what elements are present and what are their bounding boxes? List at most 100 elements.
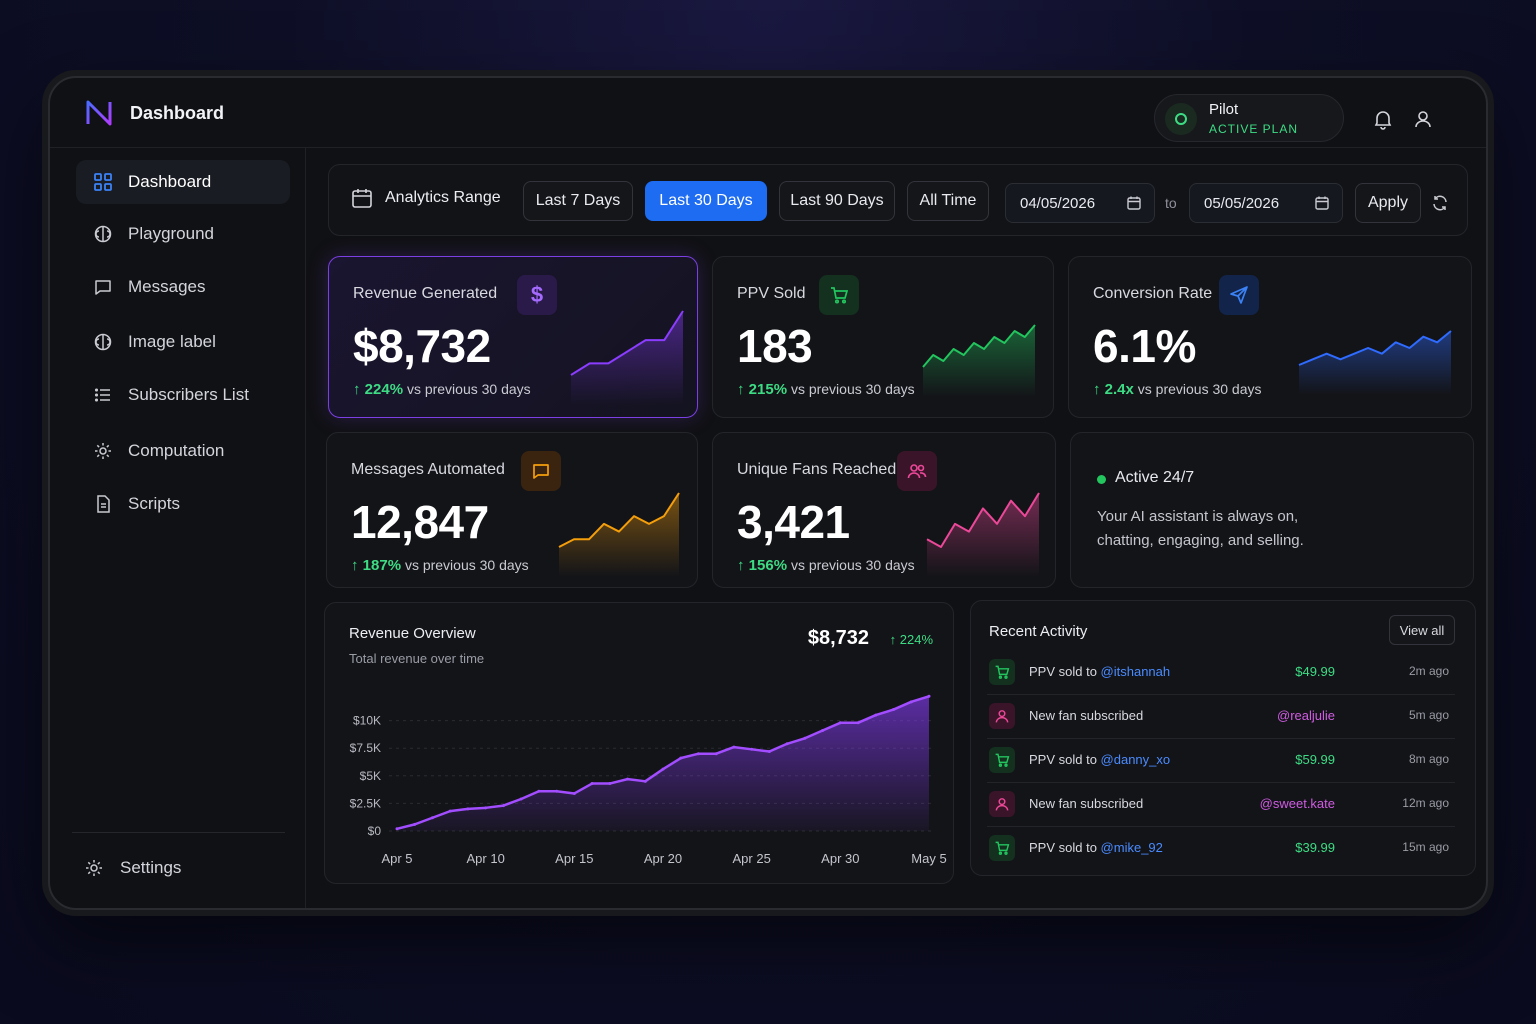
y-tick-label: $5K [360,769,381,783]
active-status-card: Active 24/7 Your AI assistant is always … [1070,432,1474,588]
last-30-days-button[interactable]: Last 30 Days [645,181,767,221]
user-handle-link[interactable]: @danny_xo [1100,752,1171,767]
revenue-point [537,789,541,793]
revenue-sparkline [570,310,684,405]
view-all-button[interactable]: View all [1389,615,1455,645]
conversion-sparkline [1298,330,1452,395]
sidebar-item-subscribers-list[interactable]: Subscribers List [76,373,290,417]
revenue-point [803,736,807,740]
start-date-value: 04/05/2026 [1020,194,1096,212]
activity-row[interactable]: PPV sold to @danny_xo $59.99 8m ago [987,739,1455,783]
sidebar-item-scripts[interactable]: Scripts [76,482,290,526]
calendar-icon [352,189,372,208]
user-handle-link[interactable]: @itshannah [1100,664,1171,679]
end-date-input[interactable]: 05/05/2026 [1189,183,1343,223]
end-date-value: 05/05/2026 [1204,194,1280,212]
active-title: Active 24/7 [1115,469,1195,486]
user-handle-link[interactable]: @mike_92 [1100,840,1163,855]
sidebar-item-image-label[interactable]: Image label [76,320,290,364]
messages-automated-card[interactable]: Messages Automated 12,847 ↑ 187% vs prev… [326,432,698,588]
revenue-point [696,752,700,756]
sidebar-item-playground[interactable]: Playground [76,212,290,256]
sparkline-area [927,493,1039,577]
revenue-generated-card[interactable]: Revenue Generated $ $8,732 ↑ 224% vs pre… [328,256,698,418]
card-value: 12,847 [351,496,489,548]
revenue-point [892,708,896,712]
plan-badge[interactable]: Pilot ACTIVE PLAN [1154,94,1344,142]
analytics-range-bar: Analytics Range Last 7 Days Last 30 Days… [328,164,1468,236]
conversion-rate-card[interactable]: Conversion Rate 6.1% ↑ 2.4x vs previous … [1068,256,1472,418]
messages-sparkline [558,492,680,577]
all-time-button[interactable]: All Time [907,181,989,221]
settings-button[interactable]: Settings [72,848,181,888]
sidebar-item-computation[interactable]: Computation [76,429,290,473]
last-90-days-button[interactable]: Last 90 Days [779,181,895,221]
sparkline-line [558,492,680,548]
last-7-days-button[interactable]: Last 7 Days [523,181,633,221]
activity-row[interactable]: New fan subscribed @sweet.kate 12m ago [987,783,1455,827]
chart-title: Revenue Overview [349,625,476,642]
to-label: to [1165,195,1177,211]
revenue-point [626,777,630,781]
calendar-icon[interactable] [1126,195,1142,211]
range-label-text: Analytics Range [385,189,501,206]
revenue-point [395,827,399,831]
recent-activity-panel: Recent Activity View all PPV sold to @it… [970,600,1476,876]
activity-amount: $59.99 [1295,752,1335,767]
y-tick-label: $10K [353,714,381,728]
cart-icon [819,275,859,315]
revenue-point [661,767,665,771]
ppv-sold-card[interactable]: PPV Sold 183 ↑ 215% vs previous 30 days [712,256,1054,418]
refresh-icon[interactable] [1431,194,1449,212]
sidebar-item-label: Image label [128,332,216,351]
list-icon [92,384,114,406]
sidebar-item-messages[interactable]: Messages [76,265,290,309]
brain-icon [92,331,114,353]
grid-icon [92,171,114,193]
activity-row[interactable]: PPV sold to @itshannah $49.99 2m ago [987,651,1455,695]
revenue-point [413,822,417,826]
activity-handle: @realjulie [1277,708,1335,723]
bell-icon[interactable] [1372,108,1394,130]
y-tick-label: $2.5K [350,796,381,810]
y-tick-label: $0 [368,824,382,838]
revenue-point [856,721,860,725]
sidebar-item-label: Dashboard [128,172,212,191]
sidebar-item-label: Playground [128,224,215,243]
activity-time: 12m ago [1402,796,1449,810]
activity-time: 2m ago [1408,664,1449,678]
sidebar-item-dashboard[interactable]: Dashboard [76,160,290,204]
apply-button[interactable]: Apply [1355,183,1421,223]
revenue-point [484,806,488,810]
app-window: Dashboard Pilot ACTIVE PLAN Dashboard [48,76,1488,910]
sidebar-divider [72,832,285,833]
card-value: 183 [737,320,813,372]
user-icon[interactable] [1412,108,1434,130]
revenue-point [572,791,576,795]
document-icon [92,493,114,515]
activity-row[interactable]: New fan subscribed @realjulie 5m ago [987,695,1455,739]
card-delta: ↑ 224% vs previous 30 days [353,381,531,398]
revenue-point [466,807,470,811]
revenue-area [397,696,929,831]
revenue-point [732,745,736,749]
start-date-input[interactable]: 04/05/2026 [1005,183,1155,223]
card-label: PPV Sold [737,285,806,302]
ppv-sparkline [922,324,1036,397]
unique-fans-card[interactable]: Unique Fans Reached 3,421 ↑ 156% vs prev… [712,432,1056,588]
x-tick-label: Apr 15 [555,851,593,866]
message-icon [521,451,561,491]
revenue-point [874,713,878,717]
revenue-point [750,747,754,751]
sparkline-line [570,310,684,376]
card-delta: ↑ 215% vs previous 30 days [737,381,915,398]
revenue-overview-chart: Revenue Overview Total revenue over time… [324,602,954,884]
sidebar-item-label: Subscribers List [128,385,249,404]
calendar-icon[interactable] [1314,195,1330,211]
activity-time: 15m ago [1402,840,1449,854]
card-value: 6.1% [1093,320,1196,372]
revenue-point [555,789,559,793]
activity-row[interactable]: PPV sold to @mike_92 $39.99 15m ago [987,827,1455,871]
card-value: $8,732 [353,320,491,372]
activity-text: New fan subscribed [1029,708,1144,723]
